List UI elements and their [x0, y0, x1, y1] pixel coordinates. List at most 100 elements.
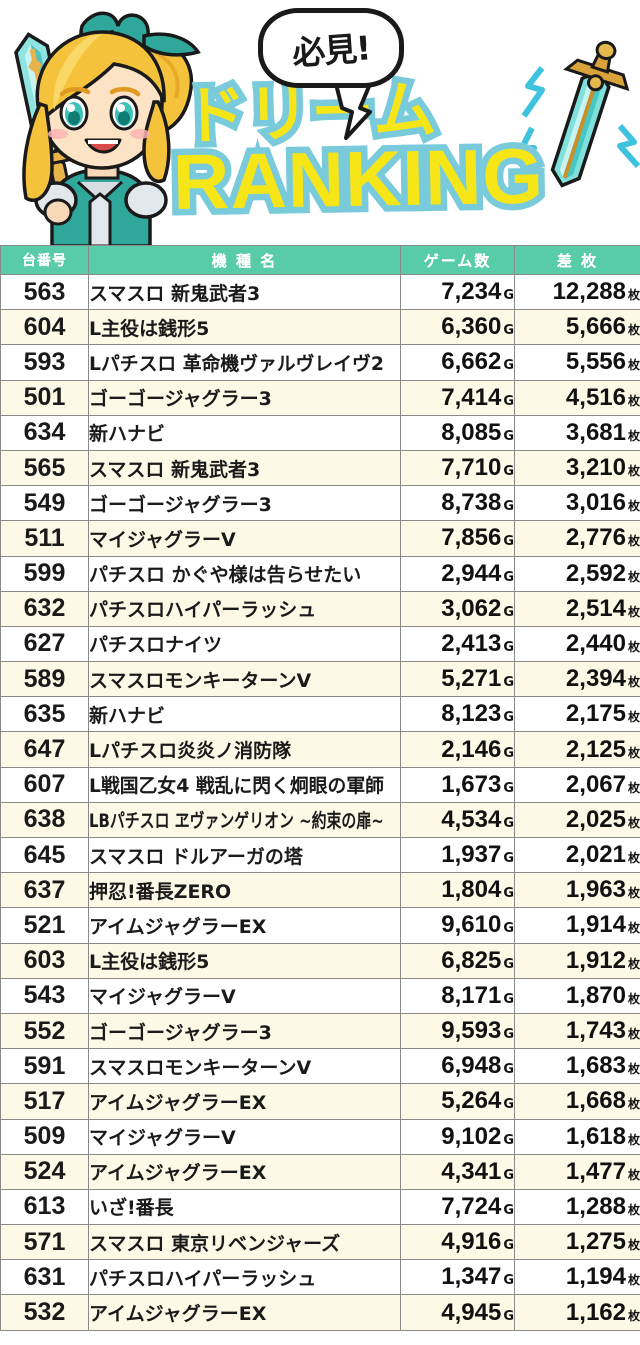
diff-unit: 枚	[627, 1238, 640, 1253]
cell-machine-no: 524	[0, 1153, 89, 1190]
table-row[interactable]: 627 パチスロナイツ 2,413 G 2,440 枚	[0, 625, 640, 663]
cell-machine-no: 603	[0, 942, 89, 979]
diff-unit: 枚	[627, 604, 640, 619]
cell-diff: 1,668 枚	[514, 1083, 640, 1120]
games-value: 2,146	[441, 735, 502, 763]
cell-games: 6,948 G	[400, 1048, 515, 1085]
diff-value: 1,912	[565, 946, 626, 974]
table-row[interactable]: 543 マイジャグラーV 8,171 G 1,870 枚	[0, 977, 640, 1014]
table-row[interactable]: 591 スマスロモンキーターンV 6,948 G 1,683 枚	[0, 1048, 640, 1085]
diff-unit: 枚	[627, 815, 640, 830]
machine-name-text: 押忍!番長ZERO	[89, 880, 232, 903]
table-row[interactable]: 635 新ハナビ 8,123 G 2,175 枚	[0, 696, 640, 733]
games-unit: G	[503, 1097, 514, 1113]
cell-machine-name: マイジャグラーV	[88, 1118, 401, 1155]
table-row[interactable]: 563 スマスロ 新鬼武者3 7,234 G 12,288 枚	[0, 273, 640, 311]
diff-unit: 枚	[627, 323, 640, 338]
cell-machine-name: L主役は銭形5	[88, 309, 401, 346]
cell-diff: 2,592 枚	[514, 555, 640, 592]
table-row[interactable]: 589 スマスロモンキーターンV 5,271 G 2,394 枚	[0, 661, 640, 698]
cell-games: 4,916 G	[400, 1224, 515, 1261]
table-row[interactable]: 604 L主役は銭形5 6,360 G 5,666 枚	[0, 309, 640, 346]
cell-games: 2,413 G	[400, 625, 515, 663]
games-value: 1,937	[441, 841, 502, 869]
machine-name-text: マイジャグラーV	[89, 1127, 236, 1150]
diff-value: 2,776	[565, 524, 626, 552]
table-row[interactable]: 517 アイムジャグラーEX 5,264 G 1,668 枚	[0, 1083, 640, 1120]
diff-value: 2,025	[565, 805, 626, 833]
games-unit: G	[503, 675, 514, 691]
diff-value: 1,618	[565, 1122, 626, 1150]
cell-machine-name: スマスロ 新鬼武者3	[88, 273, 401, 311]
diff-unit: 枚	[627, 639, 640, 654]
machine-name-text: ゴーゴージャグラー3	[89, 388, 272, 411]
table-row[interactable]: 552 ゴーゴージャグラー3 9,593 G 1,743 枚	[0, 1012, 640, 1050]
diff-unit: 枚	[627, 745, 640, 760]
table-row[interactable]: 603 L主役は銭形5 6,825 G 1,912 枚	[0, 942, 640, 979]
games-value: 5,271	[441, 665, 502, 693]
diff-unit: 枚	[627, 534, 640, 549]
table-row[interactable]: 511 マイジャグラーV 7,856 G 2,776 枚	[0, 520, 640, 557]
cell-machine-name: パチスロハイパーラッシュ	[88, 1259, 401, 1296]
cell-diff: 3,016 枚	[514, 485, 640, 522]
cell-games: 7,710 G	[400, 449, 515, 487]
table-row[interactable]: 571 スマスロ 東京リベンジャーズ 4,916 G 1,275 枚	[0, 1224, 640, 1261]
cell-machine-name: スマスロ 東京リベンジャーズ	[88, 1224, 401, 1261]
table-row[interactable]: 521 アイムジャグラーEX 9,610 G 1,914 枚	[0, 907, 640, 944]
table-row[interactable]: 647 Lパチスロ炎炎ノ消防隊 2,146 G 2,125 枚	[0, 731, 640, 768]
speech-bubble-tail-icon	[334, 82, 372, 140]
games-unit: G	[503, 323, 514, 339]
games-unit: G	[503, 1202, 514, 1218]
cell-machine-no: 647	[0, 731, 89, 768]
diff-unit: 枚	[627, 1027, 640, 1042]
games-value: 4,945	[441, 1298, 502, 1326]
table-row[interactable]: 532 アイムジャグラーEX 4,945 G 1,162 枚	[0, 1294, 640, 1331]
games-value: 8,171	[441, 981, 502, 1009]
games-unit: G	[503, 1062, 514, 1078]
cell-machine-name: スマスロモンキーターンV	[88, 661, 401, 698]
cell-games: 4,341 G	[400, 1153, 515, 1190]
machine-name-text: スマスロ 東京リベンジャーズ	[89, 1232, 341, 1255]
games-unit: G	[503, 604, 514, 620]
diff-value: 2,514	[565, 594, 626, 622]
diff-value: 1,275	[565, 1228, 626, 1256]
machine-name-text: アイムジャグラーEX	[89, 1091, 267, 1114]
table-row[interactable]: 631 パチスロハイパーラッシュ 1,347 G 1,194 枚	[0, 1259, 640, 1296]
table-row[interactable]: 607 L戦国乙女4 戦乱に閃く炯眼の軍師 1,673 G 2,067 枚	[0, 766, 640, 803]
table-row[interactable]: 593 Lパチスロ 革命機ヴァルヴレイヴ2 6,662 G 5,556 枚	[0, 344, 640, 381]
table-row[interactable]: 632 パチスロハイパーラッシュ 3,062 G 2,514 枚	[0, 590, 640, 627]
diff-value: 2,592	[565, 559, 626, 587]
table-row[interactable]: 638 LBパチスロ ヱヴァンゲリオン ~約束の扉~ 4,534 G 2,025 枚	[0, 801, 640, 839]
table-row[interactable]: 613 いざ!番長 7,724 G 1,288 枚	[0, 1188, 640, 1226]
cell-games: 6,360 G	[400, 309, 515, 346]
cell-diff: 5,556 枚	[514, 344, 640, 381]
cell-machine-no: 638	[0, 801, 89, 839]
machine-name-text: いざ!番長	[89, 1197, 174, 1220]
table-row[interactable]: 565 スマスロ 新鬼武者3 7,710 G 3,210 枚	[0, 449, 640, 487]
table-row[interactable]: 524 アイムジャグラーEX 4,341 G 1,477 枚	[0, 1153, 640, 1190]
diff-unit: 枚	[627, 464, 640, 479]
machine-name-text: 新ハナビ	[89, 704, 166, 727]
table-row[interactable]: 501 ゴーゴージャグラー3 7,414 G 4,516 枚	[0, 379, 640, 416]
table-row[interactable]: 599 パチスロ かぐや様は告らせたい 2,944 G 2,592 枚	[0, 555, 640, 592]
cell-machine-no: 511	[0, 520, 89, 557]
table-row[interactable]: 549 ゴーゴージャグラー3 8,738 G 3,016 枚	[0, 485, 640, 522]
cell-games: 4,534 G	[400, 801, 515, 839]
cell-machine-no: 509	[0, 1118, 89, 1155]
games-unit: G	[503, 639, 514, 655]
table-row[interactable]: 509 マイジャグラーV 9,102 G 1,618 枚	[0, 1118, 640, 1155]
games-unit: G	[503, 780, 514, 796]
cell-games: 9,102 G	[400, 1118, 515, 1155]
cell-machine-name: パチスロハイパーラッシュ	[88, 590, 401, 627]
games-value: 8,123	[441, 700, 502, 728]
cell-diff: 2,394 枚	[514, 661, 640, 698]
machine-name-text: L主役は銭形5	[89, 317, 210, 340]
games-value: 7,724	[441, 1192, 502, 1220]
table-row[interactable]: 645 スマスロ ドルアーガの塔 1,937 G 2,021 枚	[0, 836, 640, 874]
table-row[interactable]: 634 新ハナビ 8,085 G 3,681 枚	[0, 414, 640, 451]
cell-diff: 2,021 枚	[514, 836, 640, 874]
cell-machine-name: ゴーゴージャグラー3	[88, 485, 401, 522]
table-row[interactable]: 637 押忍!番長ZERO 1,804 G 1,963 枚	[0, 872, 640, 909]
cell-diff: 1,870 枚	[514, 977, 640, 1014]
